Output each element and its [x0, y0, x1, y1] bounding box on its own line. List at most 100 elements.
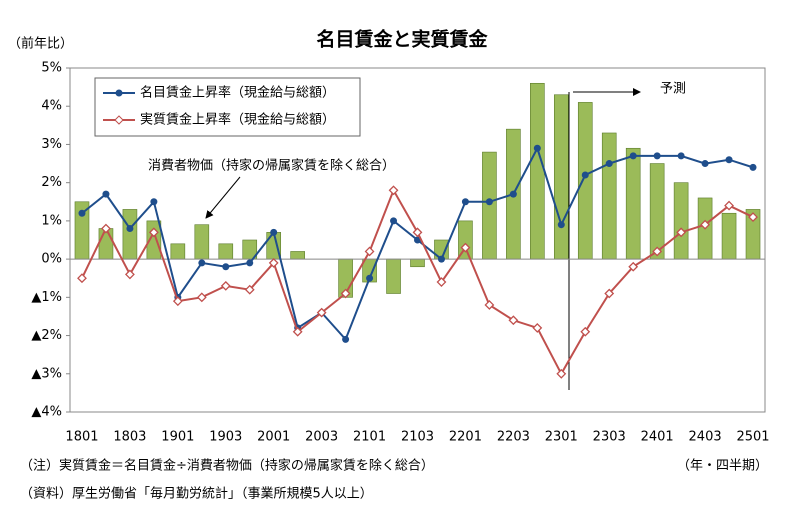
legend-label: 名目賃金上昇率（現金給与総額）	[140, 85, 335, 101]
point	[198, 259, 206, 267]
point	[580, 326, 591, 337]
point	[102, 190, 110, 198]
point	[725, 156, 733, 164]
point	[652, 246, 663, 257]
bar	[194, 224, 210, 260]
point	[316, 307, 327, 318]
point	[748, 212, 758, 222]
bar	[721, 212, 737, 260]
point	[244, 284, 255, 295]
point	[364, 246, 375, 257]
point	[676, 227, 687, 238]
point	[532, 322, 543, 333]
x-tick-label: 2001	[257, 430, 290, 445]
bar	[218, 243, 234, 260]
y-tick-label: 5%	[41, 61, 62, 76]
y-tick-label: ▲4%	[31, 405, 62, 420]
point	[701, 160, 709, 168]
chart-title: 名目賃金と実質賃金	[316, 28, 488, 51]
y-tick-label: 3%	[41, 137, 62, 152]
point	[628, 261, 639, 272]
point	[485, 198, 493, 206]
bar	[122, 209, 138, 260]
forecast-label: 予測	[660, 82, 686, 97]
point	[700, 219, 711, 230]
point	[509, 190, 517, 198]
point	[222, 263, 230, 271]
point	[196, 292, 207, 303]
point	[150, 198, 158, 206]
x-tick-label: 1901	[161, 430, 194, 445]
x-tick-label: 1801	[65, 430, 98, 445]
x-tick-label: 2203	[497, 430, 530, 445]
bar	[530, 82, 545, 260]
cpi-label: 消費者物価（持家の帰属家賃を除く総合）	[148, 158, 395, 174]
y-tick-label: 1%	[41, 213, 62, 228]
point	[677, 152, 685, 160]
x-tick-label: 2401	[641, 430, 674, 445]
point	[412, 227, 423, 238]
x-tick-label: 2501	[736, 430, 769, 445]
bar	[601, 132, 617, 260]
point	[390, 217, 398, 225]
point	[342, 335, 350, 343]
x-tick-label: 1903	[209, 430, 242, 445]
point	[749, 163, 757, 171]
point	[148, 227, 159, 238]
x-tick-label: 2301	[545, 430, 578, 445]
y-tick-label: ▲2%	[31, 328, 62, 343]
point	[461, 198, 469, 206]
bar	[170, 243, 186, 260]
point	[653, 152, 661, 160]
x-tick-label: 2303	[593, 430, 626, 445]
point	[388, 185, 399, 196]
legend-label: 実質賃金上昇率（現金給与総額）	[140, 112, 335, 128]
point	[126, 225, 134, 233]
bar	[386, 258, 401, 294]
bar	[577, 102, 593, 260]
legend-marker	[114, 115, 124, 125]
x-tick-label: 2103	[401, 430, 434, 445]
bar	[410, 258, 425, 268]
y-tick-label: 4%	[41, 99, 62, 114]
point	[436, 277, 447, 287]
point	[366, 274, 374, 282]
y-tick-label: ▲3%	[31, 366, 62, 381]
point	[556, 368, 567, 379]
point	[268, 258, 279, 268]
x-tick-label: 2403	[689, 430, 722, 445]
y-tick-label: 0%	[41, 252, 62, 267]
point	[124, 269, 135, 280]
point	[246, 259, 254, 267]
legend-marker	[115, 89, 123, 97]
point	[77, 273, 87, 284]
point	[581, 171, 589, 179]
y-axis-label: （前年比）	[8, 36, 73, 52]
bar	[625, 147, 641, 260]
point	[101, 223, 111, 234]
point	[292, 326, 303, 337]
bar	[482, 151, 497, 260]
point	[78, 209, 86, 217]
bar	[290, 251, 305, 260]
point	[724, 200, 734, 211]
x-tick-label: 2201	[449, 430, 482, 445]
bar	[649, 163, 665, 260]
point	[533, 144, 541, 152]
point	[605, 160, 613, 168]
bar	[553, 94, 569, 260]
point	[340, 288, 351, 299]
x-tick-label: 2003	[305, 430, 338, 445]
point	[437, 255, 445, 263]
point	[557, 221, 565, 229]
legend-box	[94, 77, 361, 137]
x-tick-label: 1803	[113, 430, 146, 445]
cpi-arrow	[205, 176, 241, 219]
point	[629, 152, 637, 160]
point	[172, 296, 183, 307]
point	[484, 300, 495, 310]
plot-frame	[69, 67, 766, 413]
note: （注）実質賃金＝名目賃金÷消費者物価（持家の帰属家賃を除く総合）	[20, 458, 434, 474]
point	[460, 242, 471, 253]
source: （資料）厚生労働省「毎月勤労統計」（事業所規模5人以上）	[20, 486, 373, 502]
